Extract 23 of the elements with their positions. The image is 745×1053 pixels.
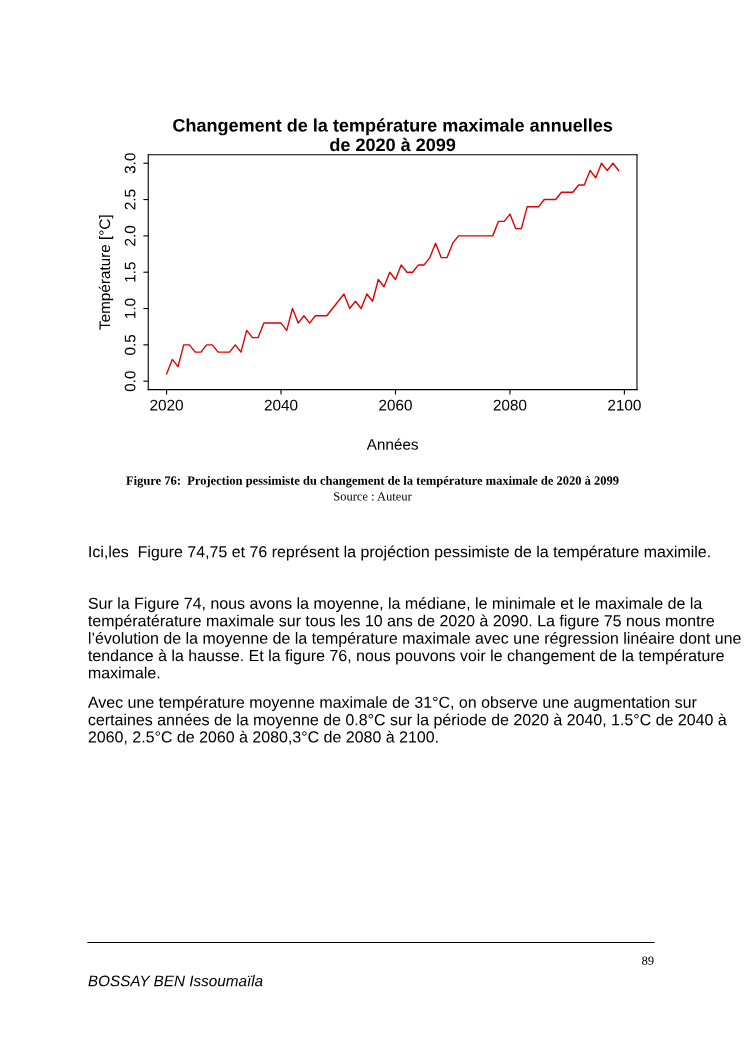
text: BOSSAY BEN Issoumaïla: [88, 975, 263, 987]
x-tick-label: 2020: [150, 399, 183, 411]
source-note: Source : Auteur: [334, 492, 412, 501]
caption: Figure 76: Projection pessimiste du changement de la température maximale de 2020 à 2099: [126, 475, 619, 488]
y-tick-label: 2.5: [124, 189, 136, 210]
y-tick-label: 0.5: [124, 334, 136, 355]
y-tick-label: 2.0: [124, 225, 136, 246]
text: Sur la Figure 74, nous avons la moyenne, la médiane, le minimale et le maximale de la températérature maximale sur tous les 10 ans de 2020 à 2090. La figure 75 nous montre l’évolution de la moyenne de la température maximale avec une régression linéaire dont une tendance à la hausse. Et la figure 76, nous pouvons voir le changement de la température maximale.: [88, 597, 741, 679]
y-tick-label: 1.5: [124, 262, 136, 282]
chart-title: Changement de la température maximale annuelles de 2020 à 2099: [173, 118, 613, 152]
y-tick-label: 1.0: [124, 298, 136, 318]
text: Avec une température moyenne maximale de 31°C, on observe une augmentation sur certaines années de la moyenne de 0.8°C sur la période de 2020 à 2040, 1.5°C de 2040 à 2060, 2.5°C de 2060 à 2080,3°C de 2080 à 2100.: [87, 696, 727, 745]
x-axis-title: Années: [366, 438, 418, 450]
text: 89: [642, 956, 654, 965]
text: Ici,les Figure 74,75 et 76 représent la projéction pessimiste de la température maximile.: [89, 545, 710, 561]
line-series: [165, 162, 620, 375]
y-tick-label: 0.0: [124, 371, 136, 392]
x-tick-label: 2060: [379, 399, 412, 411]
x-tick-label: 2080: [493, 399, 527, 411]
x-tick-label: 2100: [608, 399, 641, 411]
y-tick-label: 3.0: [124, 153, 136, 174]
y-axis-title: Température [°C]: [98, 215, 114, 330]
x-tick-label: 2040: [264, 399, 298, 411]
